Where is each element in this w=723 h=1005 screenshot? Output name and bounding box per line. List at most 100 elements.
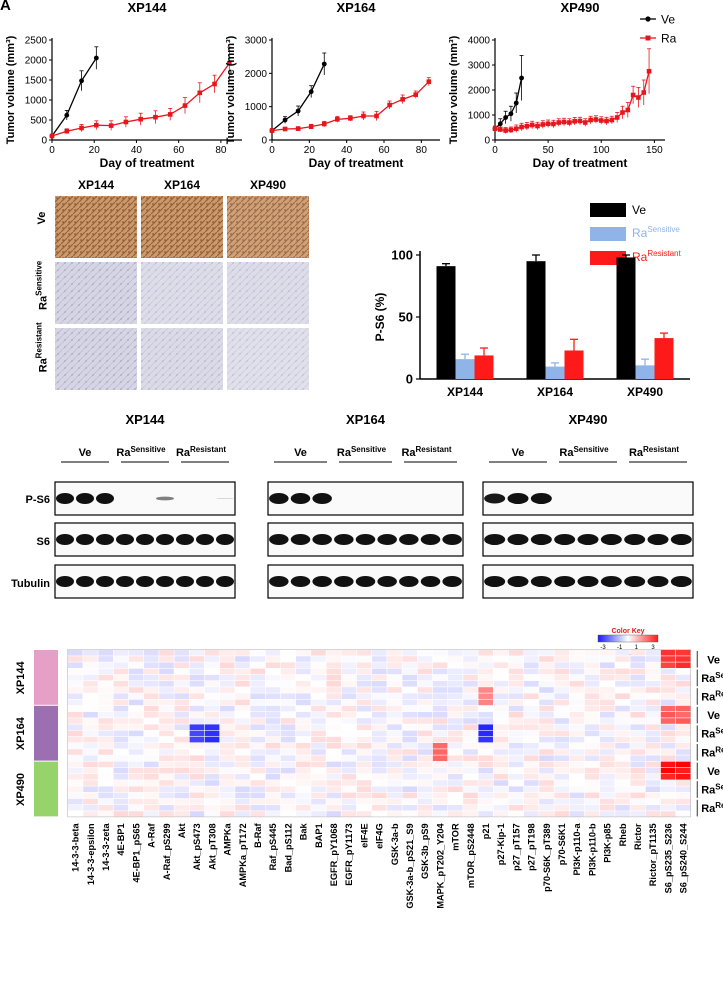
heatmap-cell — [204, 792, 220, 799]
wb-row-tubulin: Tubulin — [11, 578, 50, 590]
wb-band — [312, 534, 332, 545]
heatmap-cell — [463, 656, 478, 662]
heatmap-cell — [387, 705, 402, 712]
heatmap-protein-label: S6_pS240_S244 — [679, 823, 689, 894]
heatmap-cell — [615, 693, 630, 699]
heatmap-cell — [448, 718, 463, 724]
heatmap-cell — [204, 730, 220, 737]
heatmap-cell — [220, 668, 235, 675]
heatmap-cell — [660, 786, 676, 792]
heatmap-cell — [326, 693, 341, 699]
wb-band — [312, 576, 332, 587]
heatmap-cell — [600, 792, 615, 799]
heatmap-cell — [189, 656, 205, 662]
heatmap-cell — [432, 755, 448, 761]
heatmap-cell — [600, 705, 615, 712]
heatmap-cell — [189, 718, 205, 724]
heatmap-protein-label: AMPKa — [223, 823, 233, 856]
heatmap-cell — [128, 743, 144, 749]
growth-1-point-Ra — [269, 128, 275, 133]
growth-2-point-Ra — [630, 92, 636, 98]
heatmap-cell — [280, 749, 296, 755]
heatmap-cell — [463, 693, 478, 699]
heatmap-cell — [493, 730, 509, 737]
heatmap-cell — [296, 767, 311, 774]
wb-group-resistant-sup: Resistant — [643, 445, 679, 454]
heatmap-cell — [402, 755, 417, 761]
heatmap-cell — [645, 681, 661, 687]
heatmap-cell — [128, 687, 144, 693]
heatmap-protein-label: Raf_pS445 — [268, 823, 278, 870]
heatmap-cell — [220, 718, 235, 724]
heatmap-cell — [174, 724, 189, 730]
heatmap-cell — [660, 767, 676, 774]
heatmap-cell — [83, 811, 98, 817]
heatmap-cell — [615, 743, 630, 749]
heatmap-cell — [220, 662, 235, 668]
wb-group-sensitive-sup: Sensitive — [130, 445, 166, 454]
growth-1-point-Ra — [348, 116, 353, 121]
wb-band — [290, 493, 311, 504]
heatmap-cell — [189, 736, 205, 743]
heatmap-cell — [159, 774, 174, 780]
heatmap-cell — [98, 749, 113, 755]
heatmap-cell — [645, 743, 661, 749]
heatmap-cell — [584, 668, 600, 675]
heatmap-cell — [554, 687, 569, 693]
heatmap-cell — [280, 743, 296, 749]
growth-2-point-Ra — [535, 123, 540, 129]
heatmap-cell — [600, 730, 615, 737]
heatmap-cell — [250, 805, 265, 811]
ihc-img-xp490-res — [227, 328, 309, 390]
heatmap-cell — [326, 705, 341, 712]
wb-band — [507, 576, 529, 587]
heatmap-cell — [630, 786, 645, 792]
growth-0-point-Ra — [182, 103, 188, 108]
heatmap-cell — [174, 786, 189, 792]
heatmap-cell — [204, 767, 220, 774]
heatmap-cell — [128, 693, 144, 699]
heatmap-cell — [630, 736, 645, 743]
ihc-img-xp490-ve — [227, 196, 309, 258]
heatmap-cell — [539, 755, 554, 761]
heatmap-cell — [554, 792, 569, 799]
heatmap-cell — [463, 786, 478, 792]
heatmap-cell — [311, 767, 326, 774]
heatmap-protein-label: 14-3-3-zeta — [101, 823, 111, 871]
heatmap-cell — [220, 755, 235, 761]
heatmap-cell — [524, 674, 539, 681]
legend-label-sensitive: RaSensitive — [632, 225, 680, 240]
wb-band — [399, 534, 419, 545]
heatmap-cell — [250, 668, 265, 675]
heatmap-cell — [220, 761, 235, 768]
heatmap-cell — [98, 693, 113, 699]
heatmap-cell — [144, 736, 159, 743]
heatmap-cell — [387, 798, 402, 805]
heatmap-cell — [630, 681, 645, 687]
growth-2-point-Ra — [620, 110, 625, 115]
heatmap-group-label-sup: Sensitive — [715, 671, 723, 680]
ihc-img-xp144-ve — [55, 196, 137, 258]
wb-band — [76, 493, 94, 504]
heatmap-cell — [356, 693, 372, 699]
heatmap-cell — [174, 743, 189, 749]
heatmap-cell — [432, 749, 448, 755]
heatmap-cell — [676, 718, 691, 724]
heatmap-cell — [144, 718, 159, 724]
heatmap-cell — [569, 774, 585, 780]
wb-band — [530, 493, 552, 504]
heatmap-cell — [676, 780, 691, 786]
heatmap-cell — [478, 650, 493, 656]
heatmap-cell — [83, 693, 98, 699]
heatmap-cell — [296, 699, 311, 706]
heatmap-cell — [432, 656, 448, 662]
heatmap-cell — [493, 656, 509, 662]
wb-band — [600, 576, 622, 587]
growth-0-point-Ve — [64, 112, 70, 118]
growth-0-title: XP144 — [127, 0, 167, 15]
wb-band — [484, 534, 506, 545]
heatmap-cell — [554, 662, 569, 668]
heatmap-cell — [630, 668, 645, 675]
heatmap-cell — [600, 749, 615, 755]
